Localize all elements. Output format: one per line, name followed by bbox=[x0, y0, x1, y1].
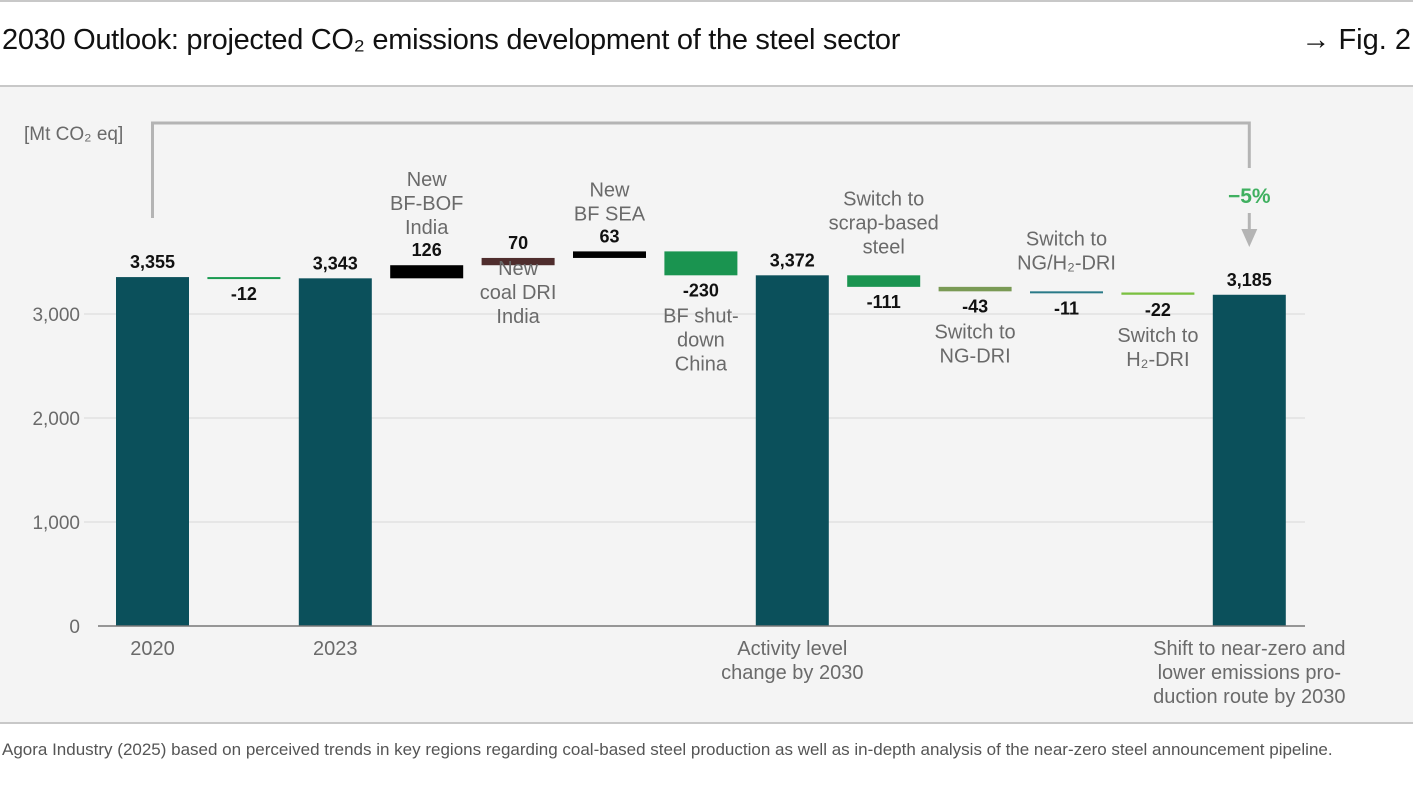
category-label: New bbox=[498, 258, 539, 280]
value-label: 70 bbox=[508, 233, 528, 253]
arrow-down-icon bbox=[1241, 229, 1258, 247]
y-tick-label: 1,000 bbox=[32, 513, 80, 534]
header: 2030 Outlook: projected CO₂ emissions de… bbox=[0, 2, 1413, 85]
category-label: BF SEA bbox=[574, 203, 646, 225]
value-label: -22 bbox=[1145, 300, 1171, 320]
category-label: steel bbox=[863, 236, 905, 258]
change-bracket: −5% bbox=[151, 121, 1271, 247]
y-tick-label: 0 bbox=[69, 617, 80, 638]
y-tick-label: 3,000 bbox=[32, 305, 80, 326]
bar-activity bbox=[755, 275, 829, 626]
category-label: Switch to bbox=[1117, 325, 1198, 347]
bar-scrap bbox=[847, 275, 921, 287]
category-label: scrap-based bbox=[829, 212, 939, 234]
plot-area bbox=[0, 87, 1413, 722]
bar-ngdri bbox=[938, 286, 1012, 292]
value-label: 3,355 bbox=[130, 252, 175, 272]
category-label: BF-BOF bbox=[390, 193, 463, 215]
category-label: China bbox=[675, 353, 728, 375]
category-label: 2020 bbox=[130, 638, 175, 660]
category-label: BF shut- bbox=[663, 305, 739, 327]
value-label: 126 bbox=[412, 240, 442, 260]
category-label: H₂-DRI bbox=[1126, 349, 1189, 371]
category-label: India bbox=[496, 306, 540, 328]
category-label: change by 2030 bbox=[721, 662, 863, 684]
gridlines bbox=[84, 313, 1305, 523]
value-label: -12 bbox=[231, 284, 257, 304]
y-axis-ticks: 0 1,000 2,000 3,000 bbox=[32, 305, 80, 638]
page-title: 2030 Outlook: projected CO₂ emissions de… bbox=[2, 24, 901, 56]
bar-coaldri bbox=[481, 257, 555, 266]
category-label: Switch to bbox=[1026, 228, 1107, 250]
figure-reference-link[interactable]: → Fig. 2 bbox=[1301, 24, 1411, 56]
bar-y2023 bbox=[298, 278, 372, 626]
bar-ngh2dri bbox=[1030, 291, 1103, 294]
category-label: New bbox=[589, 179, 630, 201]
category-label: Switch to bbox=[935, 321, 1016, 343]
bar-bfchina bbox=[664, 251, 738, 276]
labels: 3,3552020-123,3432023126NewBF-BOFIndia70… bbox=[130, 169, 1346, 708]
waterfall-chart: 0 1,000 2,000 3,000 [Mt CO₂ eq] −5% 3,355 20… bbox=[24, 121, 1346, 708]
bracket-line bbox=[151, 121, 1251, 218]
category-label: New bbox=[407, 169, 448, 191]
value-label: 3,343 bbox=[313, 253, 358, 273]
bar-bfsea bbox=[573, 251, 646, 258]
bar-d1 bbox=[207, 277, 281, 280]
bar-h2dri bbox=[1121, 292, 1195, 295]
y-tick-label: 2,000 bbox=[32, 409, 80, 430]
category-label: Shift to near-zero and bbox=[1153, 638, 1345, 660]
category-label: duction route by 2030 bbox=[1153, 686, 1345, 708]
bar-bfbof bbox=[390, 265, 464, 279]
bar-y2020 bbox=[116, 277, 189, 626]
source-note: Agora Industry (2025) based on perceived… bbox=[2, 740, 1333, 759]
category-label: down bbox=[677, 329, 725, 351]
bar-final bbox=[1212, 294, 1286, 626]
value-label: -111 bbox=[867, 292, 901, 312]
category-label: 2023 bbox=[313, 638, 358, 660]
value-label: 3,185 bbox=[1227, 270, 1272, 290]
change-percent-label: −5% bbox=[1228, 185, 1271, 208]
category-label: lower emissions pro- bbox=[1158, 662, 1341, 684]
value-label: 3,372 bbox=[770, 250, 815, 270]
category-label: NG/H₂-DRI bbox=[1017, 252, 1116, 274]
category-label: Activity level bbox=[737, 638, 847, 660]
category-label: India bbox=[405, 217, 449, 239]
value-label: 63 bbox=[599, 226, 619, 246]
y-axis-label: [Mt CO₂ eq] bbox=[24, 124, 123, 145]
value-label: -43 bbox=[962, 296, 988, 316]
value-label: -11 bbox=[1054, 298, 1079, 318]
category-label: coal DRI bbox=[480, 282, 557, 304]
top-rule bbox=[0, 0, 1413, 2]
value-label: -230 bbox=[683, 280, 719, 300]
bars bbox=[116, 251, 1286, 626]
category-label: Switch to bbox=[843, 188, 924, 210]
bottom-rule bbox=[0, 722, 1413, 724]
category-label: NG-DRI bbox=[940, 345, 1011, 367]
header-rule bbox=[0, 85, 1413, 87]
